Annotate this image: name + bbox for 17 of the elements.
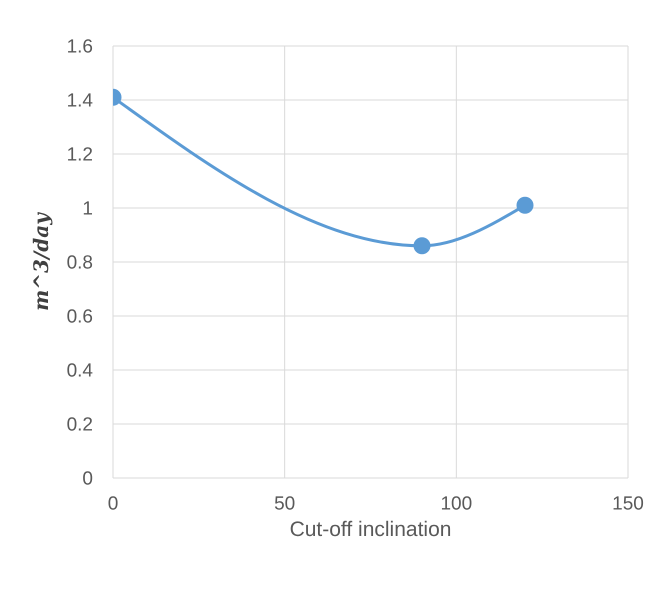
- y-tick-label: 0.2: [66, 414, 93, 436]
- y-tick-label: 1.4: [66, 90, 94, 112]
- y-axis-title: m^3/day: [29, 212, 54, 311]
- x-tick-label: 0: [108, 493, 118, 514]
- y-tick-label: 0.6: [66, 306, 93, 328]
- y-tick-label: 1.2: [66, 144, 93, 166]
- x-tick-label: 150: [612, 493, 644, 514]
- x-tick-label: 100: [440, 493, 472, 514]
- y-tick-label: 1: [82, 198, 93, 220]
- point: [516, 196, 534, 214]
- point: [414, 237, 430, 254]
- y-tick-label: 0.4: [66, 360, 94, 382]
- y-tick-label: 1.6: [66, 36, 93, 58]
- y-tick-label: 0.8: [66, 252, 93, 274]
- x-tick-label: 50: [274, 493, 296, 514]
- y-tick-label: 0: [82, 468, 93, 490]
- x-axis-title: Cut-off inclination: [290, 518, 452, 541]
